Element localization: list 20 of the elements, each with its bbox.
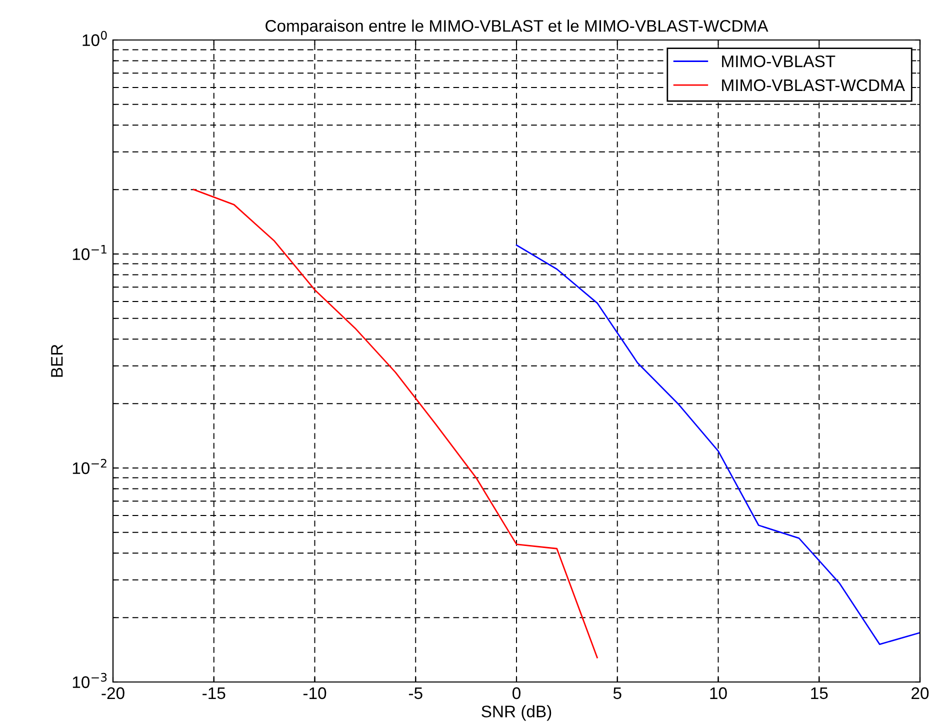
- x-tick-label: 10: [710, 687, 727, 700]
- y-tick-label: 10$^{−1}$: [72, 245, 106, 260]
- y-tick-label: 10$^{−3}$: [72, 672, 107, 688]
- y-axis-title: BER: [51, 344, 63, 377]
- x-tick-label: -15: [202, 687, 226, 700]
- x-tick-label: 15: [811, 687, 828, 700]
- x-tick-label: 20: [912, 687, 929, 700]
- y-tick-label: 10$^{0}$: [82, 30, 107, 46]
- x-tick-label: -20: [102, 687, 124, 700]
- line-series: [516, 244, 920, 646]
- x-tick-label: -5: [408, 687, 422, 700]
- x-axis-title: SNR (dB): [482, 705, 552, 721]
- legend-label: MIMO-VBLAST: [722, 55, 836, 68]
- y-tick-label: 10$^{−2}$: [72, 458, 106, 474]
- chart-title: Comparaison entre le MIMO-VBLAST et le MIMO-VBLAST-WCDMA: [266, 20, 768, 36]
- x-tick-label: -10: [303, 687, 326, 700]
- x-tick-label: 0: [512, 687, 520, 700]
- x-tick-label: 5: [613, 687, 622, 700]
- legend-label: MIMO-VBLAST-WCDMA: [722, 79, 905, 92]
- line-series: [193, 188, 598, 658]
